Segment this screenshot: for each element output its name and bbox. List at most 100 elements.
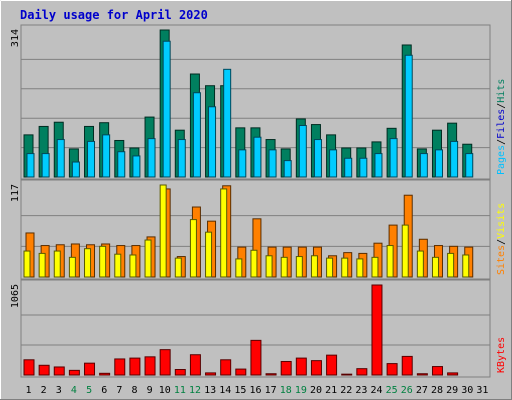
bar-kbytes bbox=[114, 358, 126, 376]
day-label: 6 bbox=[101, 385, 107, 396]
day-label: 5 bbox=[86, 385, 92, 396]
day-label: 23 bbox=[355, 385, 367, 396]
bar-files bbox=[344, 157, 353, 178]
bar-files bbox=[374, 153, 383, 178]
bar-files bbox=[223, 68, 232, 178]
bar-visits bbox=[416, 250, 424, 278]
bar-kbytes bbox=[371, 284, 383, 376]
bar-visits bbox=[386, 245, 394, 278]
bar-kbytes bbox=[310, 360, 322, 376]
day-label: 11 bbox=[174, 385, 186, 396]
bar-visits bbox=[310, 255, 318, 278]
day-label: 9 bbox=[147, 385, 153, 396]
bar-visits bbox=[295, 256, 303, 278]
day-label: 28 bbox=[431, 385, 443, 396]
bar-files bbox=[404, 54, 413, 178]
bar-kbytes bbox=[295, 357, 307, 376]
bar-files bbox=[177, 139, 186, 178]
bar-kbytes bbox=[235, 368, 247, 376]
bar-files bbox=[419, 153, 428, 178]
bar-files bbox=[41, 153, 50, 178]
legend-pages: Pages bbox=[496, 145, 507, 175]
bar-kbytes bbox=[341, 373, 353, 376]
day-label: 29 bbox=[446, 385, 458, 396]
bar-kbytes bbox=[53, 366, 65, 376]
bar-kbytes bbox=[129, 357, 141, 376]
day-label: 26 bbox=[401, 385, 413, 396]
day-label: 31 bbox=[476, 385, 488, 396]
bar-visits bbox=[99, 245, 107, 278]
bar-visits bbox=[280, 256, 288, 278]
day-label: 14 bbox=[219, 385, 231, 396]
day-label: 17 bbox=[265, 385, 277, 396]
bar-files bbox=[208, 106, 217, 178]
day-label: 22 bbox=[340, 385, 352, 396]
bar-files bbox=[102, 134, 111, 178]
bar-files bbox=[147, 138, 156, 178]
bar-kbytes bbox=[205, 372, 217, 376]
panel-kbytes: 1065 KBytes bbox=[10, 279, 507, 378]
legend-separator: / bbox=[496, 239, 507, 245]
bar-visits bbox=[189, 219, 197, 278]
day-label: 15 bbox=[234, 385, 246, 396]
bar-visits bbox=[341, 257, 349, 278]
bar-kbytes bbox=[38, 364, 50, 376]
bar-visits bbox=[174, 257, 182, 278]
bar-visits bbox=[159, 184, 167, 278]
bar-kbytes bbox=[280, 360, 292, 376]
bar-files bbox=[283, 160, 292, 178]
y-max-label: 1065 bbox=[10, 284, 21, 308]
bar-files bbox=[162, 40, 171, 178]
bar-visits bbox=[235, 258, 243, 278]
legend-label: Sites/Visits bbox=[496, 203, 507, 275]
legend-files: Files bbox=[496, 109, 507, 139]
legend-visits: Visits bbox=[496, 203, 507, 239]
bar-files bbox=[238, 149, 247, 178]
day-label: 21 bbox=[325, 385, 337, 396]
bar-visits bbox=[356, 258, 364, 278]
day-label: 20 bbox=[310, 385, 322, 396]
bar-kbytes bbox=[250, 339, 262, 376]
bar-visits bbox=[371, 256, 379, 278]
bar-kbytes bbox=[220, 359, 232, 376]
bar-visits bbox=[250, 249, 258, 278]
day-label: 13 bbox=[204, 385, 216, 396]
bar-kbytes bbox=[159, 349, 171, 376]
y-max-label: 314 bbox=[10, 29, 21, 47]
bar-files bbox=[268, 149, 277, 178]
bar-files bbox=[71, 161, 80, 178]
bar-kbytes bbox=[447, 372, 459, 376]
day-label: 30 bbox=[461, 385, 473, 396]
day-axis: 1 2 3 4 5 6 7 8 9 10 11 12 13 14 15 16 17 18 19 20 21 22 23 24 2… bbox=[26, 385, 489, 396]
bar-visits bbox=[114, 253, 122, 278]
bar-files bbox=[117, 151, 126, 178]
bar-kbytes bbox=[99, 372, 111, 376]
bar-kbytes bbox=[431, 366, 443, 376]
bar-files bbox=[56, 139, 65, 178]
bar-kbytes bbox=[401, 355, 413, 376]
bar-visits bbox=[265, 255, 273, 278]
day-label: 1 bbox=[26, 385, 32, 396]
bar-kbytes bbox=[189, 354, 201, 376]
day-label: 18 bbox=[280, 385, 292, 396]
bar-kbytes bbox=[265, 373, 277, 376]
day-label: 25 bbox=[386, 385, 398, 396]
bar-kbytes bbox=[84, 362, 96, 376]
bar-files bbox=[253, 136, 262, 178]
bar-files bbox=[298, 125, 307, 178]
bar-kbytes bbox=[174, 369, 186, 376]
day-label: 7 bbox=[116, 385, 122, 396]
bar-files bbox=[329, 149, 338, 178]
bar-kbytes bbox=[326, 354, 338, 376]
bar-visits bbox=[23, 250, 31, 278]
y-max-label: 117 bbox=[10, 184, 21, 202]
bar-visits bbox=[220, 188, 228, 278]
day-label: 16 bbox=[249, 385, 261, 396]
bar-kbytes bbox=[144, 356, 156, 376]
legend-kbytes: KBytes bbox=[496, 337, 507, 373]
bar-kbytes bbox=[23, 359, 35, 376]
bar-kbytes bbox=[356, 368, 368, 376]
chart-title: Daily usage for April 2020 bbox=[20, 8, 208, 22]
